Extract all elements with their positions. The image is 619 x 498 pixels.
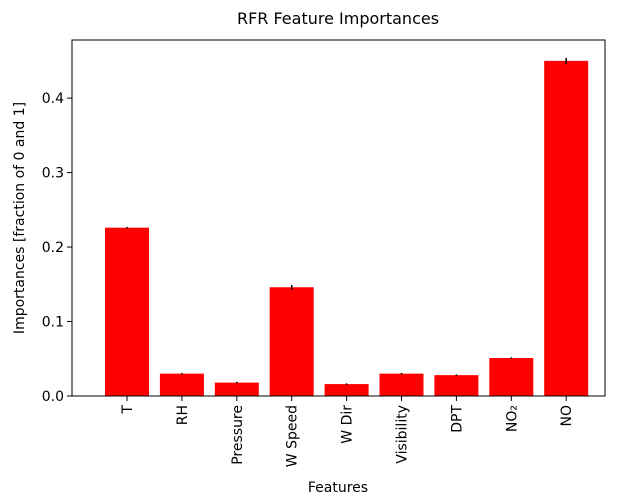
y-tick-label: 0.0 bbox=[42, 389, 64, 405]
bar bbox=[269, 287, 314, 396]
bar bbox=[214, 382, 259, 396]
chart-title: RFR Feature Importances bbox=[237, 9, 439, 28]
x-tick-label: W Speed bbox=[285, 405, 301, 467]
bar bbox=[434, 375, 479, 396]
y-tick-label: 0.1 bbox=[42, 315, 64, 331]
x-tick-label: W Dir bbox=[340, 405, 356, 444]
bar bbox=[379, 373, 424, 396]
x-tick-label: NO bbox=[559, 405, 575, 427]
bar bbox=[159, 373, 204, 396]
y-tick-label: 0.2 bbox=[42, 240, 64, 256]
x-axis-label: Features bbox=[308, 480, 368, 496]
x-tick-label: Visibility bbox=[395, 405, 411, 464]
bar bbox=[324, 384, 369, 396]
y-tick-label: 0.3 bbox=[42, 166, 64, 182]
bar bbox=[105, 227, 149, 396]
x-tick-label: T bbox=[120, 405, 136, 415]
x-tick-label: NO₂ bbox=[504, 405, 520, 432]
x-tick-label: Pressure bbox=[230, 405, 246, 465]
bar bbox=[489, 358, 534, 396]
plot-frame bbox=[71, 39, 606, 397]
y-tick-label: 0.4 bbox=[42, 91, 64, 107]
x-tick-label: DPT bbox=[449, 405, 465, 433]
y-axis-label: Importances [fraction of 0 and 1] bbox=[12, 102, 28, 334]
bar bbox=[544, 60, 589, 397]
x-tick-label: RH bbox=[175, 405, 191, 425]
